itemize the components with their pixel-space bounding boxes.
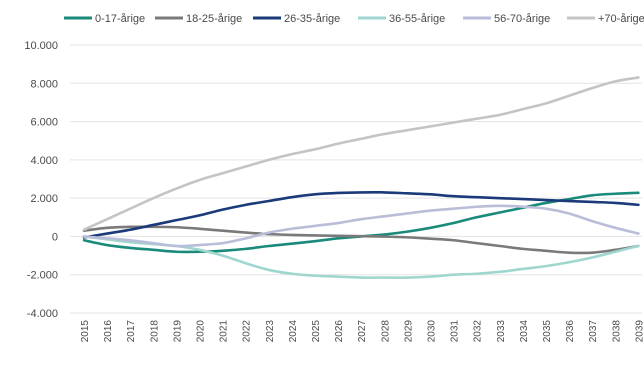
x-tick-label: 2024 [288,320,299,343]
legend-label: +70-årige [598,13,644,25]
legend-label: 26-35-årige [284,13,340,25]
x-tick-label: 2015 [80,320,91,343]
legend: 0-17-årige 18-25-årige 26-35-årige 36-55-år… [64,13,644,25]
x-tick-label: 2038 [611,320,622,343]
y-tick-label: -2.000 [27,270,58,282]
y-tick-label: 2.000 [30,193,58,205]
series-line-3 [82,191,640,239]
y-tick-label: 4.000 [30,155,58,167]
y-tick-label: 8.000 [30,78,58,90]
x-tick-label: 2025 [311,320,322,343]
legend-label: 0-17-årige [95,13,145,25]
x-tick-label: 2019 [172,320,183,343]
y-tick-label: 10.000 [24,40,58,52]
x-tick-label: 2034 [519,320,530,343]
x-tick-label: 2028 [380,320,391,343]
legend-label: 18-25-årige [186,13,242,25]
series-line-6 [82,76,640,232]
series-line-2 [82,225,640,255]
x-tick-label: 2022 [242,320,253,343]
x-tick-label: 2039 [634,320,644,343]
legend-label: 36-55-årige [389,13,445,25]
x-tick-label: 2018 [149,320,160,343]
legend-label: 56-70-årige [494,13,550,25]
y-tick-label: 6.000 [30,117,58,129]
x-tick-label: 2020 [196,320,207,343]
series-line-5 [82,204,640,248]
x-tick-label: 2037 [588,320,599,343]
x-tick-label: 2035 [542,320,553,343]
x-tick-label: 2016 [103,320,114,343]
x-tick-label: 2030 [427,320,438,343]
x-tick-label: 2023 [265,320,276,343]
x-tick-label: 2029 [403,320,414,343]
x-tick-label: 2036 [565,320,576,343]
series-line-4 [82,235,640,279]
x-tick-label: 2021 [219,320,230,343]
series-lines [82,76,640,279]
x-tick-label: 2026 [334,320,345,343]
x-tick-label: 2033 [496,320,507,343]
x-tick-label: 2017 [126,320,137,343]
y-axis: 10.000 8.000 6.000 4.000 2.000 0 -2.000 -4.000 [24,40,58,320]
y-tick-label: -4.000 [27,308,58,320]
x-tick-label: 2031 [450,320,461,343]
x-tick-label: 2027 [357,320,368,343]
gridlines [70,44,642,314]
x-tick-label: 2032 [473,320,484,343]
y-tick-label: 0 [52,231,58,243]
x-axis: 2015 2016 2017 2018 2019 2020 2021 2022 2023 2024… [80,320,644,343]
